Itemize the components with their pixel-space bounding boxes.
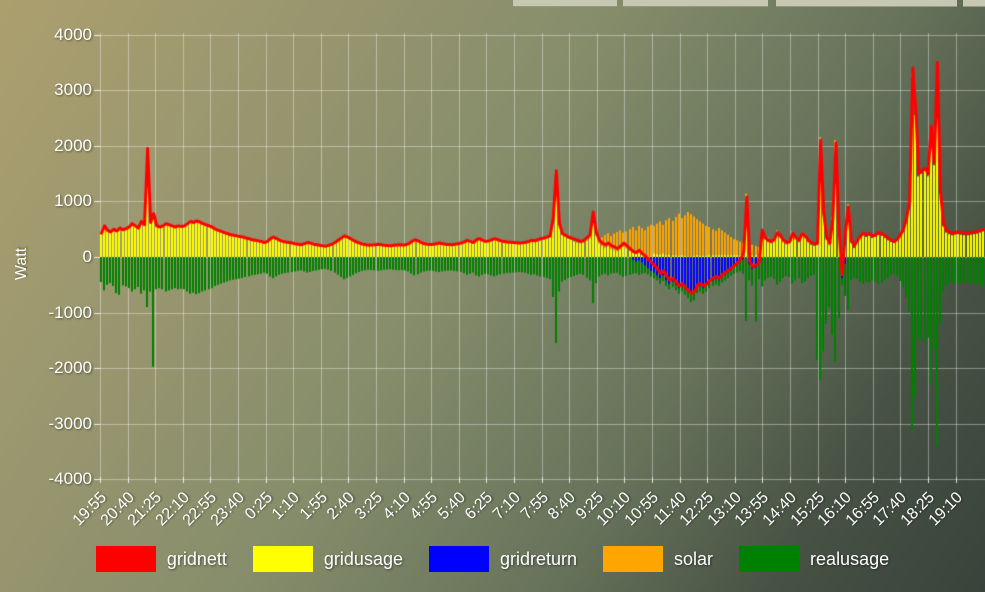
top-button-fragment[interactable] [963,0,985,7]
top-button-fragment[interactable] [776,0,957,7]
y-tick-label: -2000 [48,358,92,378]
legend-swatch [95,546,156,572]
y-tick-label: -4000 [48,469,92,489]
y-tick-label: 1000 [54,191,92,211]
legend-swatch [739,546,800,572]
chart-legend: gridnett gridusage gridreturn solar realusag… [0,544,985,574]
legend-item-gridusage[interactable]: gridusage [252,546,403,572]
legend-swatch [428,546,489,572]
y-tick-label: -3000 [48,413,92,433]
y-tick-label: 4000 [54,24,92,44]
y-tick-label: -1000 [48,302,92,322]
legend-label: gridnett [166,548,227,569]
legend-label: realusage [810,548,890,569]
legend-label: gridusage [323,548,403,569]
y-tick-label: 3000 [54,80,92,100]
legend-swatch [603,546,664,572]
y-tick-label: 0 [82,247,92,266]
y-tick-label: 2000 [54,135,92,155]
legend-item-gridreturn[interactable]: gridreturn [428,546,578,572]
legend-item-realusage[interactable]: realusage [739,546,889,572]
legend-swatch [252,546,313,572]
legend-label: gridreturn [499,548,578,569]
legend-label: solar [674,548,714,569]
top-button-fragment[interactable] [513,0,617,7]
legend-item-solar[interactable]: solar [603,546,713,572]
legend-item-gridnett[interactable]: gridnett [95,546,227,572]
top-button-fragment[interactable] [623,0,768,7]
